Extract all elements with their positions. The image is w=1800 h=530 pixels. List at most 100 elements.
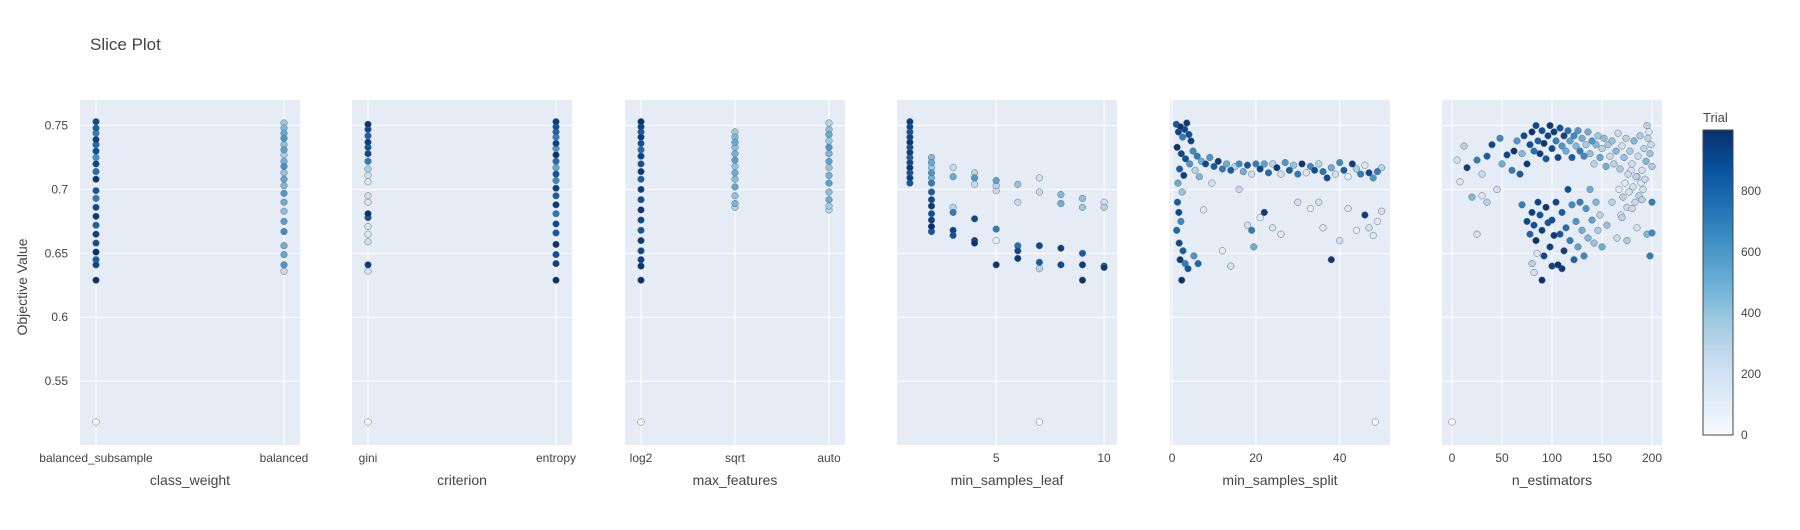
data-point xyxy=(1574,127,1582,135)
data-point xyxy=(1178,188,1186,196)
plot-area-min_samples_split xyxy=(1170,100,1390,445)
data-point xyxy=(1178,276,1186,284)
data-point xyxy=(1584,234,1592,242)
data-point xyxy=(1277,170,1285,178)
data-point xyxy=(1564,127,1572,135)
data-point xyxy=(1606,152,1614,160)
data-point xyxy=(92,221,100,229)
data-point xyxy=(1620,153,1628,162)
data-point xyxy=(1243,221,1252,229)
data-point xyxy=(280,242,288,250)
data-point xyxy=(280,217,288,225)
data-point xyxy=(637,133,645,141)
data-point xyxy=(1294,170,1302,178)
data-point xyxy=(364,222,372,231)
y-axis-title: Objective Value xyxy=(14,238,30,335)
data-point xyxy=(1344,205,1352,213)
data-point xyxy=(1548,262,1556,270)
data-point xyxy=(825,179,833,187)
data-point xyxy=(552,176,560,185)
data-point xyxy=(992,176,1000,185)
data-point xyxy=(1570,132,1578,140)
colorbar-tick-label: 0 xyxy=(1741,428,1748,442)
data-point xyxy=(92,248,100,256)
data-point xyxy=(731,192,739,200)
data-point xyxy=(1645,128,1653,136)
data-point xyxy=(1202,160,1210,168)
data-point xyxy=(280,175,288,183)
y-tick-label: 0.75 xyxy=(45,119,69,133)
data-point xyxy=(1290,161,1298,169)
data-point xyxy=(1530,147,1538,155)
data-point xyxy=(1639,185,1647,193)
x-tick-label: 200 xyxy=(1642,451,1662,465)
data-point xyxy=(1536,211,1544,219)
data-point xyxy=(1014,198,1022,206)
data-point xyxy=(280,182,288,190)
data-point xyxy=(1057,191,1065,199)
data-point xyxy=(1373,168,1381,176)
data-point xyxy=(1453,156,1461,164)
data-point xyxy=(1319,168,1327,176)
data-point xyxy=(1548,216,1556,224)
data-point xyxy=(1179,133,1187,141)
data-point xyxy=(637,185,645,193)
data-point xyxy=(825,119,833,127)
data-point xyxy=(1638,166,1646,174)
data-point xyxy=(637,146,645,154)
x-tick-label: 5 xyxy=(993,451,1000,465)
x-tick-label: 40 xyxy=(1333,451,1347,465)
data-point xyxy=(1572,142,1580,150)
data-point xyxy=(92,194,100,202)
data-point xyxy=(1294,198,1302,206)
data-point xyxy=(364,230,372,238)
panel-n_estimators: 0 50 100 150 200 n_estimators xyxy=(1442,100,1662,488)
data-point xyxy=(1235,185,1243,193)
data-point xyxy=(927,169,936,177)
data-point xyxy=(1473,156,1481,164)
data-point xyxy=(1057,199,1065,208)
data-point xyxy=(1572,217,1580,225)
data-point xyxy=(1184,265,1192,273)
panel-min_samples_split: 0 20 40 min_samples_split xyxy=(1169,100,1390,488)
x-tick-label: auto xyxy=(817,451,841,465)
data-point xyxy=(1510,147,1518,155)
data-point xyxy=(1518,201,1526,209)
data-point xyxy=(1540,252,1548,260)
data-point xyxy=(1648,162,1656,170)
data-point xyxy=(1594,132,1602,140)
data-point xyxy=(1634,152,1642,160)
data-point xyxy=(1560,132,1568,140)
data-point xyxy=(971,174,979,182)
colorbar-gradient xyxy=(1702,129,1734,436)
data-point xyxy=(92,153,100,162)
data-point xyxy=(1558,208,1566,216)
data-point xyxy=(1496,134,1504,142)
colorbar-tick-label: 800 xyxy=(1741,184,1761,198)
data-point xyxy=(280,228,288,236)
data-point xyxy=(1315,160,1323,168)
data-point xyxy=(1448,418,1456,426)
data-point xyxy=(364,171,372,179)
data-point xyxy=(637,418,645,426)
data-point xyxy=(1641,175,1649,183)
data-point xyxy=(1035,265,1043,273)
data-point xyxy=(364,138,372,146)
data-point xyxy=(92,160,100,168)
data-point xyxy=(1173,226,1181,234)
data-point xyxy=(1483,198,1491,206)
data-point xyxy=(949,173,957,181)
data-point xyxy=(1566,237,1574,245)
data-point xyxy=(364,132,372,140)
colorbar-tick-label: 200 xyxy=(1741,367,1761,381)
data-point xyxy=(364,178,372,186)
data-point xyxy=(1598,145,1606,153)
data-point xyxy=(1344,173,1352,181)
panel-min_samples_leaf: 5 10 min_samples_leaf xyxy=(897,100,1117,488)
data-point xyxy=(1175,208,1183,216)
data-point xyxy=(1640,145,1648,153)
data-point xyxy=(637,152,645,160)
data-point xyxy=(1478,192,1486,200)
data-point xyxy=(552,220,560,228)
data-point xyxy=(1239,168,1247,176)
